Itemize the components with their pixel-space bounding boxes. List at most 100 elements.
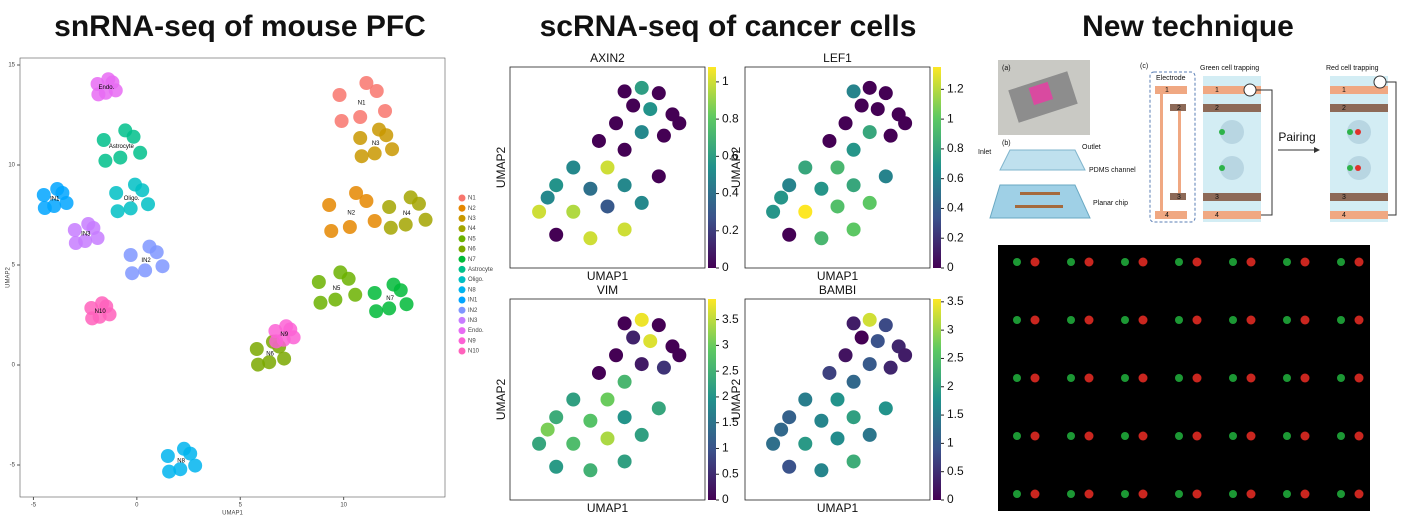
legend-swatch	[458, 337, 466, 345]
point	[643, 102, 658, 117]
point	[862, 195, 877, 210]
red-cell	[1246, 489, 1256, 499]
panel-title: snRNA-seq of mouse PFC	[54, 10, 426, 43]
green-cell	[1121, 316, 1129, 324]
point	[286, 330, 301, 345]
cluster-label: IN2	[141, 258, 151, 264]
point	[403, 190, 418, 205]
point	[822, 365, 837, 380]
point	[798, 392, 813, 407]
point	[838, 348, 853, 363]
point	[133, 145, 148, 160]
point	[102, 307, 117, 322]
legend-label: Endo.	[468, 328, 484, 334]
green-cell	[1283, 374, 1291, 382]
point	[322, 198, 337, 212]
colorbar-tick-label: 2.5	[947, 351, 964, 365]
electrode	[1178, 105, 1181, 195]
point	[549, 410, 564, 425]
cluster-label: Endo.	[99, 85, 115, 91]
source	[1243, 83, 1257, 97]
red-cell	[1084, 489, 1094, 499]
red-cell	[1030, 489, 1040, 499]
label: Pairing	[1278, 130, 1315, 144]
plot-title: VIM	[597, 283, 618, 297]
point	[846, 84, 861, 99]
red-cell	[1192, 431, 1202, 441]
point	[634, 312, 649, 327]
x-tick-label: 0	[135, 503, 139, 509]
point	[814, 231, 829, 246]
point	[600, 199, 615, 214]
legend-swatch	[458, 296, 466, 304]
point	[37, 201, 52, 215]
point	[672, 116, 687, 131]
red-cell	[1192, 315, 1202, 325]
colorbar-tick-label: 0.5	[947, 464, 964, 478]
green-cell	[1121, 490, 1129, 498]
point	[822, 133, 837, 148]
green-cell	[1337, 490, 1345, 498]
point	[90, 231, 105, 245]
colorbar-tick-label: 0.2	[722, 223, 739, 237]
point	[609, 116, 624, 131]
colorbar-tick-label: 0.6	[722, 149, 739, 163]
point	[617, 410, 632, 425]
electrode-number: 2	[1177, 105, 1181, 112]
legend-label: N5	[468, 236, 476, 242]
colorbar-tick-label: 0	[722, 260, 729, 274]
point	[566, 392, 581, 407]
point	[846, 454, 861, 469]
point	[188, 458, 203, 473]
point	[600, 160, 615, 175]
point	[883, 128, 898, 143]
colorbar-tick-label: 0	[722, 492, 729, 506]
legend-swatch	[458, 316, 466, 324]
red-cell	[1138, 257, 1148, 267]
green-cell	[1229, 374, 1237, 382]
legend-label: N7	[468, 257, 476, 263]
point	[600, 431, 615, 446]
green-cell	[1121, 374, 1129, 382]
point	[656, 128, 671, 143]
point	[324, 224, 339, 238]
point	[878, 169, 893, 184]
legend-label: N10	[468, 349, 480, 355]
cluster-label: N10	[95, 309, 107, 315]
point	[418, 212, 433, 227]
legend-swatch	[458, 276, 466, 284]
point	[651, 169, 666, 184]
electrode	[1160, 94, 1163, 214]
x-axis-label: UMAP1	[587, 501, 629, 515]
point	[634, 125, 649, 140]
colorbar-tick-label: 0	[947, 260, 954, 274]
colorbar-tick-label: 1	[722, 74, 729, 88]
red-cell	[1192, 489, 1202, 499]
green-cell	[1229, 432, 1237, 440]
red-cell	[1354, 431, 1364, 441]
point	[626, 98, 641, 113]
point	[125, 266, 140, 281]
red-cell	[1138, 431, 1148, 441]
y-axis-label: UMAP2	[6, 267, 12, 288]
legend-swatch	[458, 347, 466, 355]
red-cell	[1030, 373, 1040, 383]
x-axis-label: UMAP1	[587, 269, 629, 283]
point	[798, 436, 813, 451]
red-cell	[1300, 489, 1310, 499]
label: Electrode	[1156, 75, 1186, 82]
plot-title: BAMBI	[819, 283, 856, 297]
colorbar-tick-label: 0.2	[947, 230, 964, 244]
point	[262, 355, 277, 370]
green-cell	[1013, 490, 1021, 498]
cell	[1219, 129, 1225, 135]
electrode	[1203, 211, 1261, 219]
legend-swatch	[458, 225, 466, 233]
colorbar-tick-label: 0.4	[947, 201, 964, 215]
point	[854, 330, 869, 345]
label: Outlet	[1082, 144, 1101, 151]
point	[830, 392, 845, 407]
point	[846, 222, 861, 237]
legend-label: Astrocyte	[468, 267, 494, 273]
point	[583, 463, 598, 478]
